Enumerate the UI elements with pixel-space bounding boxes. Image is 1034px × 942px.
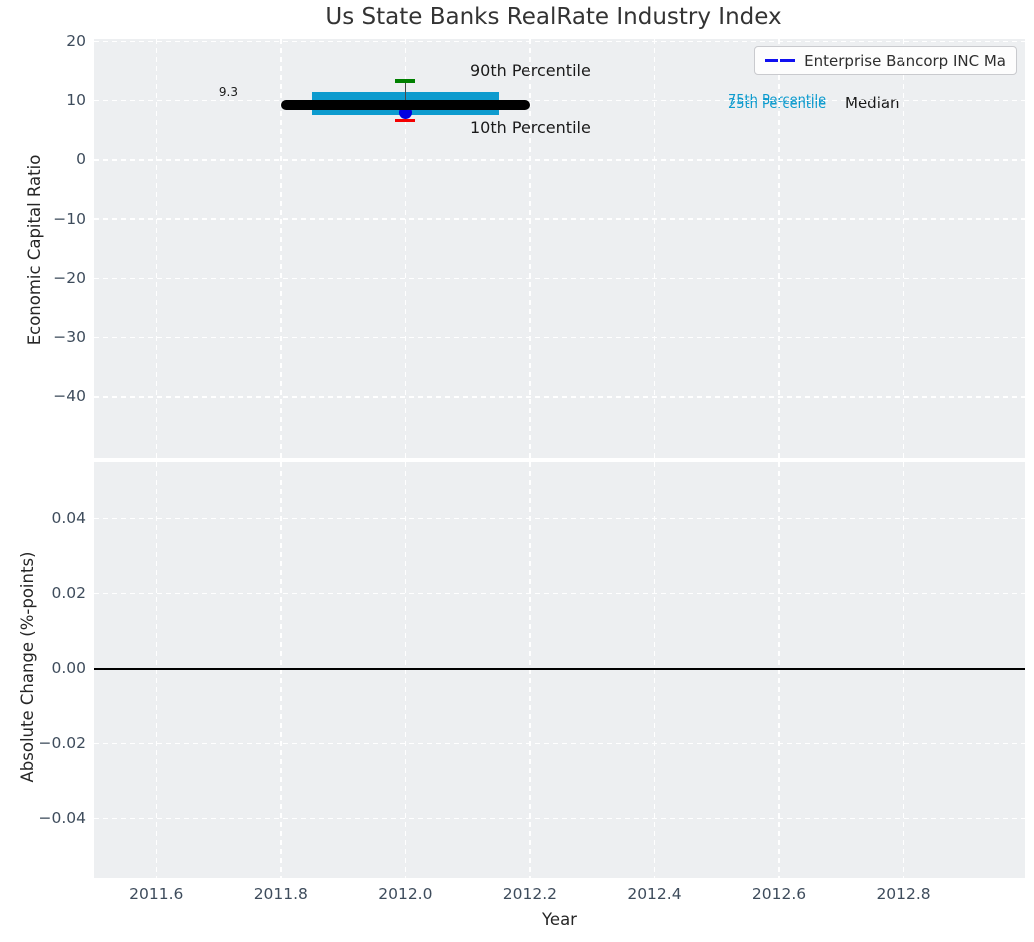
y-tick-label: 0	[76, 150, 86, 169]
x-tick-label: 2011.6	[129, 885, 184, 903]
y-tick-label: −0.02	[38, 733, 87, 752]
top-y-axis-label: Economic Capital Ratio	[25, 154, 44, 346]
x-tick-label: 2012.2	[502, 885, 558, 903]
gridline-vertical	[280, 462, 282, 878]
median-line	[280, 99, 530, 110]
gridline-vertical	[778, 39, 780, 458]
legend-label: Enterprise Bancorp INC Ma	[804, 51, 1006, 70]
gridline-vertical	[902, 462, 905, 878]
y-tick-label: −20	[53, 268, 86, 287]
gridline-horizontal	[94, 336, 1025, 339]
x-tick-label: 2012.4	[627, 885, 682, 903]
x-tick-label: 2012.8	[876, 885, 931, 903]
gridline-vertical	[404, 462, 407, 878]
legend-line-sample	[765, 59, 796, 62]
top-plot-area	[94, 39, 1025, 458]
gridline-vertical	[404, 39, 407, 458]
gridline-horizontal	[94, 218, 1025, 220]
gridline-horizontal	[94, 159, 1025, 161]
gridline-horizontal	[94, 277, 1025, 280]
x-tick-label: 2011.8	[253, 885, 308, 903]
gridline-vertical	[778, 462, 780, 878]
gridline-horizontal	[94, 592, 1025, 595]
y-tick-label: −10	[53, 209, 86, 228]
x-tick-label: 2012.6	[751, 885, 807, 903]
gridline-horizontal	[94, 99, 1025, 102]
annotation-median-value: 9.3	[218, 85, 238, 99]
chart-title: Us State Banks RealRate Industry Index	[325, 4, 782, 30]
y-tick-label: 20	[66, 31, 86, 50]
annotation-median: Median	[845, 94, 900, 112]
gridline-vertical	[529, 462, 531, 878]
y-tick-label: 0.02	[51, 584, 86, 603]
y-tick-label: −40	[53, 387, 86, 406]
gridline-horizontal	[94, 396, 1025, 398]
gridline-vertical	[653, 39, 656, 458]
y-tick-label: −0.04	[38, 808, 87, 827]
bottom-plot-area	[94, 462, 1025, 878]
gridline-horizontal	[94, 517, 1025, 520]
x-tick-label: 2012.0	[378, 885, 433, 903]
zero-line	[94, 667, 1025, 670]
x-axis-label: Year	[542, 910, 577, 929]
y-tick-label: 0.04	[51, 509, 86, 528]
gridline-vertical	[155, 39, 158, 458]
p90-cap	[395, 79, 416, 83]
p10-cap	[395, 119, 416, 123]
gridline-vertical	[653, 462, 656, 878]
legend: Enterprise Bancorp INC Ma	[754, 46, 1017, 75]
gridline-vertical	[529, 39, 531, 458]
y-tick-label: 0.00	[51, 659, 86, 677]
gridline-vertical	[902, 39, 905, 458]
gridline-vertical	[280, 39, 282, 458]
y-tick-label: 10	[66, 91, 86, 110]
gridline-horizontal	[94, 40, 1025, 43]
gridline-horizontal	[94, 817, 1025, 820]
y-tick-label: −30	[53, 328, 86, 347]
gridline-vertical	[155, 462, 158, 878]
gridline-horizontal	[94, 742, 1025, 745]
